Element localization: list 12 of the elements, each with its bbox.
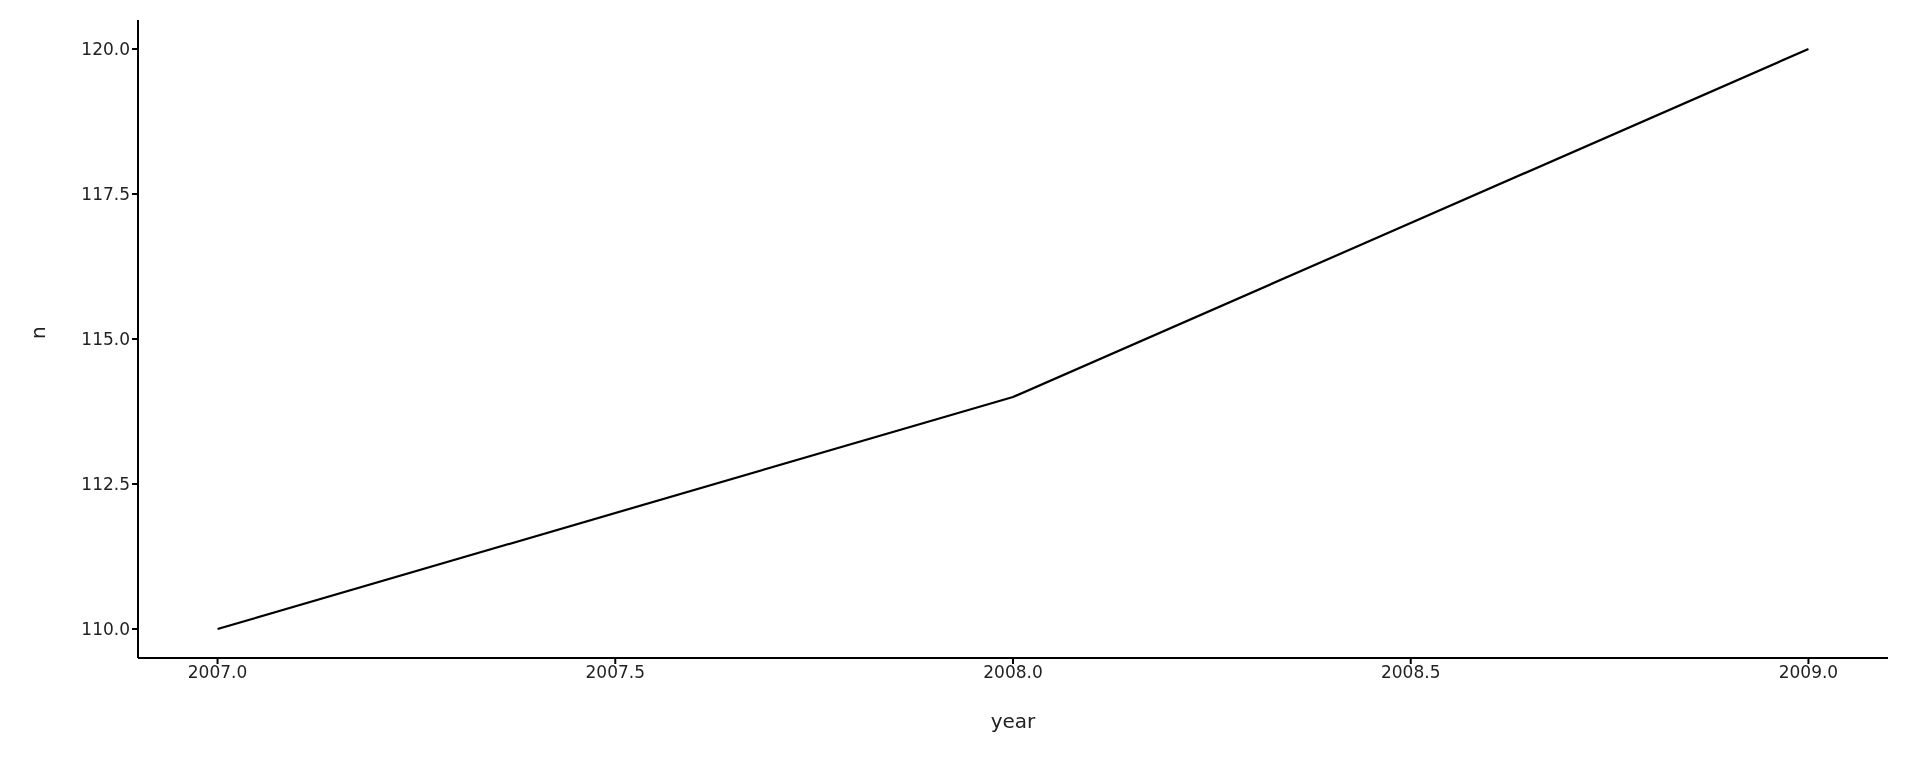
y-tick-label: 112.5 — [81, 474, 130, 495]
x-tick-label: 2009.0 — [1778, 662, 1839, 683]
x-tick-label: 2007.0 — [187, 662, 248, 683]
x-tick-label: 2008.5 — [1380, 662, 1441, 683]
x-axis-title: year — [990, 709, 1037, 733]
y-tick-label: 117.5 — [81, 184, 130, 205]
x-tick-label: 2007.5 — [585, 662, 646, 683]
y-tick-label: 110.0 — [81, 619, 130, 640]
y-tick-label: 115.0 — [81, 329, 130, 350]
x-tick-label: 2008.0 — [983, 662, 1043, 683]
y-tick-label: 120.0 — [81, 39, 130, 60]
y-axis-title: n — [26, 326, 51, 339]
